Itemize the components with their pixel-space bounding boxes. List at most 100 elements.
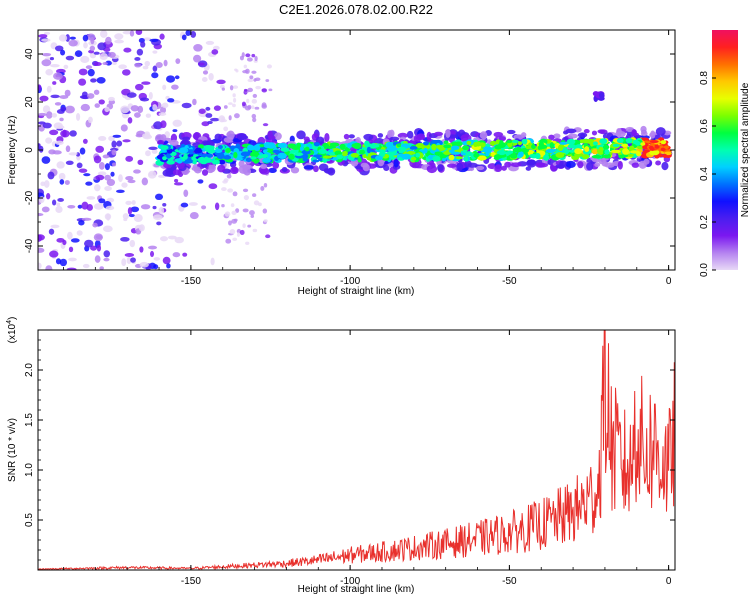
heatmap-cell (577, 132, 588, 138)
colorbar-tick-label: 0.6 (699, 119, 710, 133)
heatmap-cell (163, 59, 168, 67)
heatmap-cell (243, 88, 248, 92)
heatmap-cell (462, 149, 467, 153)
heatmap-cell (242, 223, 246, 228)
heatmap-cell (65, 55, 75, 61)
heatmap-cell (59, 117, 64, 122)
heatmap-cell (38, 112, 47, 117)
heatmap-cell (104, 213, 112, 220)
heatmap-cell (98, 136, 107, 141)
heatmap-cell (251, 105, 255, 110)
heatmap-cell (243, 194, 250, 201)
heatmap-cell (253, 200, 260, 206)
heatmap-cell (434, 151, 443, 156)
heatmap-cell (591, 154, 602, 159)
heatmap-cell (45, 137, 53, 144)
heatmap-cell (228, 220, 232, 226)
heatmap-cell (99, 266, 104, 270)
heatmap-cell (535, 162, 546, 168)
heatmap-cell (445, 129, 451, 138)
heatmap-cell (415, 152, 421, 158)
heatmap-cell (198, 62, 205, 66)
heatmap-cell (635, 140, 641, 146)
heatmap-cell (517, 141, 523, 146)
heatmap-cell (229, 85, 234, 91)
heatmap-cell (529, 153, 537, 158)
spectrogram-xtick-label: -100 (340, 276, 360, 287)
heatmap-cell (432, 155, 441, 162)
heatmap-cell (181, 102, 192, 109)
heatmap-cell (83, 173, 91, 177)
heatmap-cell (549, 141, 554, 149)
heatmap-cell (174, 75, 180, 80)
heatmap-cell (38, 121, 46, 125)
heatmap-cell (512, 147, 523, 153)
heatmap-cell (233, 97, 237, 103)
heatmap-cell (41, 59, 52, 67)
heatmap-cell (122, 30, 132, 35)
heatmap-cell (67, 231, 73, 240)
spectrogram-xtick-label: 0 (666, 276, 672, 287)
heatmap-cell (493, 154, 502, 160)
heatmap-cell (68, 39, 78, 47)
heatmap-cell (64, 105, 75, 114)
heatmap-cell (218, 159, 226, 165)
heatmap-cell (662, 153, 668, 159)
snr-ytick-label: 1.5 (24, 413, 35, 427)
heatmap-cell (135, 133, 144, 138)
heatmap-cell (239, 229, 245, 236)
heatmap-cell (280, 147, 290, 152)
heatmap-cell (98, 99, 105, 105)
heatmap-cell (59, 179, 65, 185)
heatmap-cell (167, 235, 177, 240)
spectrogram-ytick-label: 20 (24, 96, 35, 108)
heatmap-cell (114, 33, 124, 40)
heatmap-cell (127, 179, 136, 184)
heatmap-cell (393, 158, 399, 168)
heatmap-cell (567, 133, 578, 139)
heatmap-cell (213, 45, 220, 51)
heatmap-cell (597, 129, 606, 134)
heatmap-cell (122, 69, 131, 76)
heatmap-cell (557, 144, 564, 152)
heatmap-cell (45, 193, 51, 200)
heatmap-cell (636, 151, 642, 157)
heatmap-cell (649, 150, 656, 156)
heatmap-cell (70, 238, 80, 243)
heatmap-cell (448, 154, 455, 161)
heatmap-cell (268, 135, 276, 141)
heatmap-cell (251, 53, 256, 58)
heatmap-cell (234, 68, 238, 72)
heatmap-cell (134, 57, 141, 61)
heatmap-cell (84, 239, 94, 248)
heatmap-cell (324, 168, 335, 174)
heatmap-cell (473, 152, 480, 158)
heatmap-cell (59, 258, 68, 267)
heatmap-cell (82, 263, 90, 269)
heatmap-cell (640, 142, 646, 146)
heatmap-cell (363, 133, 374, 141)
heatmap-cell (139, 261, 149, 268)
heatmap-cell (127, 117, 133, 124)
heatmap-cell (227, 188, 234, 193)
heatmap-cell (397, 146, 407, 153)
heatmap-cell (234, 113, 240, 119)
heatmap-cell (174, 236, 184, 244)
heatmap-cell (80, 55, 90, 64)
heatmap-cell (152, 104, 158, 111)
heatmap-cell (660, 147, 666, 152)
heatmap-cell (53, 72, 63, 80)
heatmap-cell (649, 147, 655, 151)
heatmap-cell (259, 144, 265, 148)
heatmap-cell (221, 87, 225, 91)
heatmap-cell (133, 169, 141, 174)
heatmap-cell (171, 84, 179, 90)
heatmap-cell (156, 139, 165, 145)
heatmap-cell (322, 155, 333, 159)
colorbar-tick-label: 0.8 (699, 71, 710, 85)
heatmap-cell (106, 178, 116, 186)
heatmap-cell (553, 133, 561, 139)
heatmap-cell (156, 221, 162, 226)
heatmap-cell (446, 163, 457, 168)
heatmap-cell (521, 138, 528, 145)
